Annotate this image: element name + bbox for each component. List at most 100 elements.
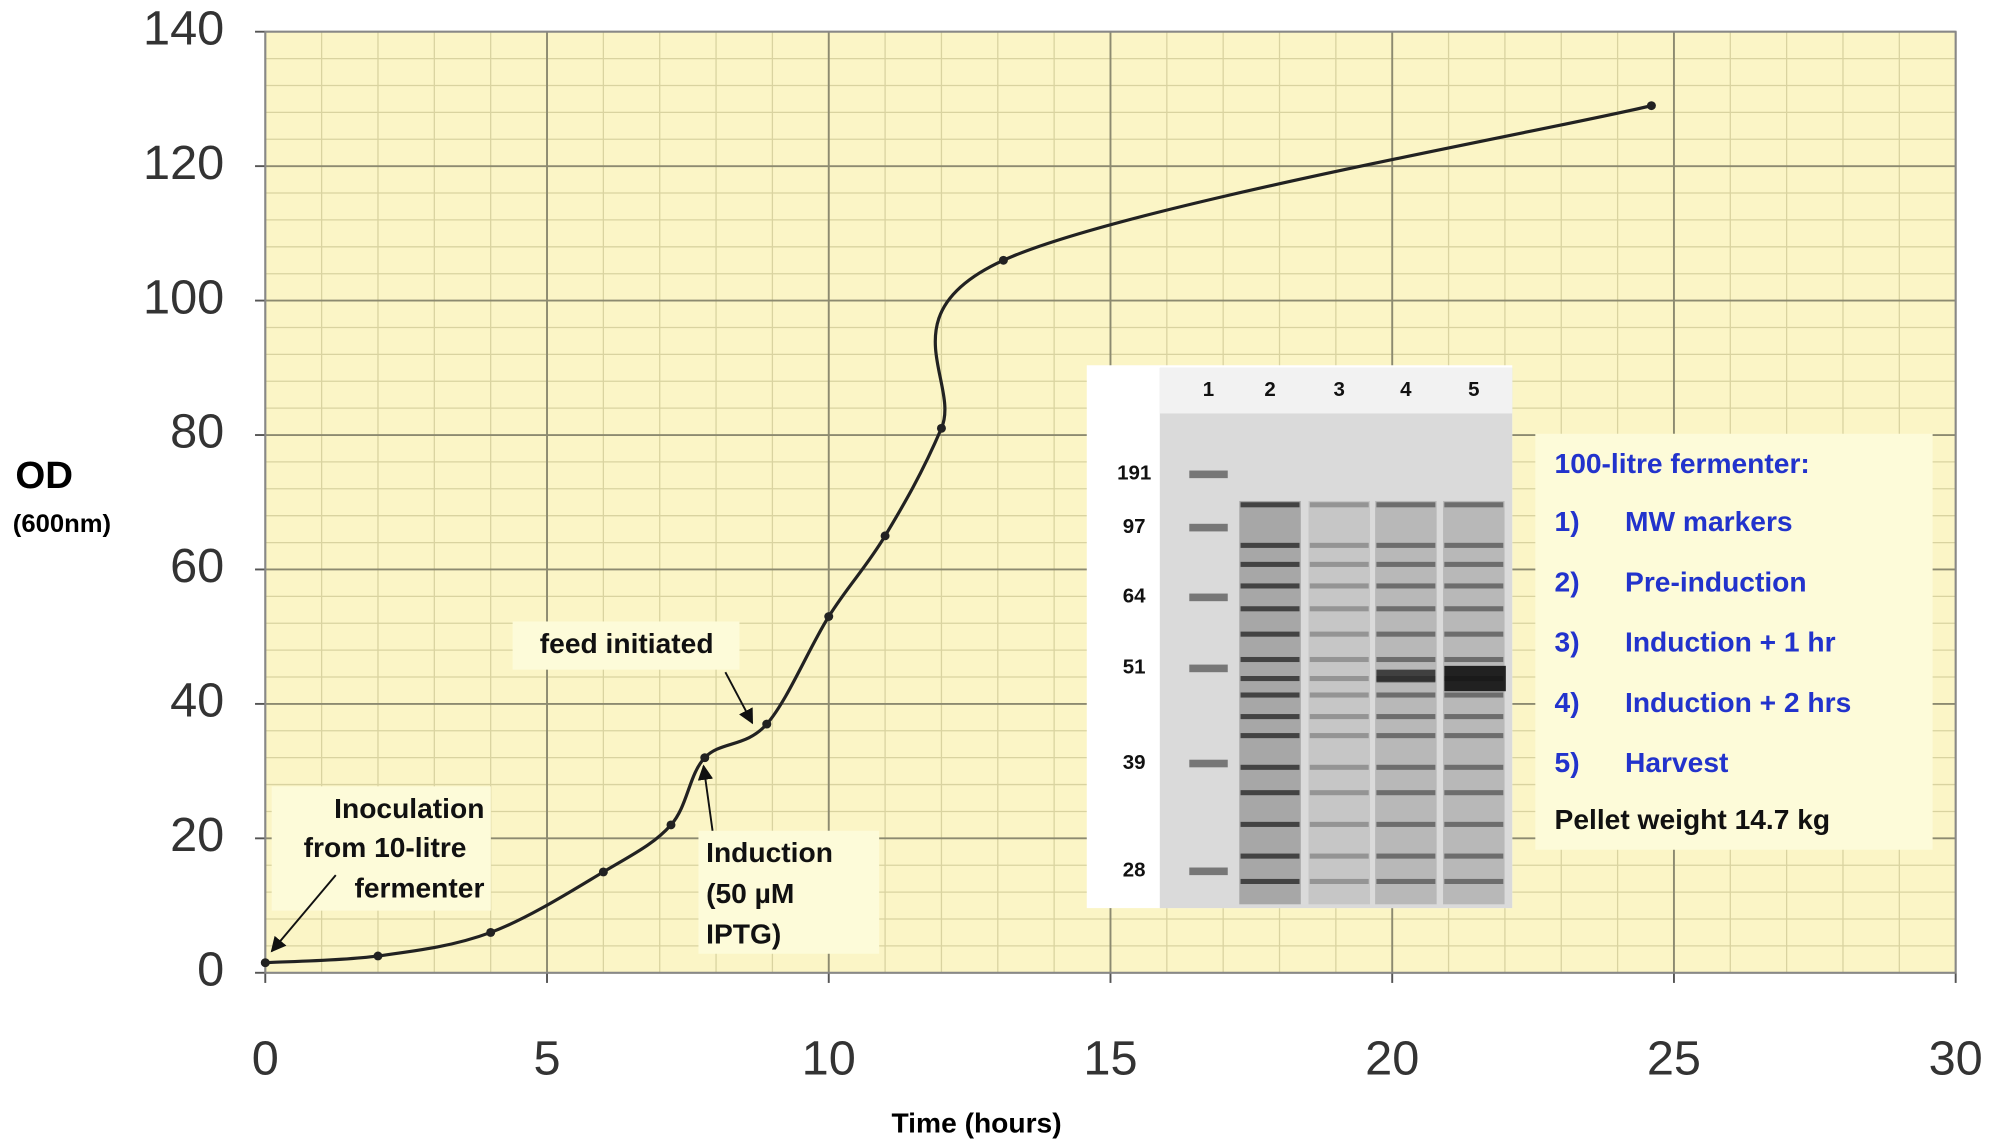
y-tick-label: 20 <box>170 808 224 862</box>
gel-band <box>1310 714 1369 719</box>
x-tick-label: 10 <box>802 1032 856 1086</box>
annotation: from 10-litre <box>304 832 467 863</box>
y-tick-label: 40 <box>170 674 224 728</box>
gel-band <box>1189 471 1227 479</box>
gel-band <box>1376 733 1435 738</box>
gel-band <box>1444 666 1506 691</box>
gel-band <box>1310 583 1369 588</box>
gel-band <box>1241 879 1300 884</box>
annotation: Inoculation <box>334 793 484 824</box>
gel-band <box>1444 879 1503 884</box>
gel-band <box>1376 632 1435 637</box>
y-tick-label: 100 <box>143 271 224 325</box>
annotation: fermenter <box>354 873 484 904</box>
y-tick-label: 140 <box>143 2 224 56</box>
gel-band <box>1241 714 1300 719</box>
gel-band <box>1310 676 1369 681</box>
gel-band <box>1241 765 1300 770</box>
gel-band <box>1310 632 1369 637</box>
gel-band <box>1310 606 1369 611</box>
gel-lane-label: 5 <box>1468 379 1479 401</box>
gel-band <box>1241 790 1300 795</box>
data-point <box>937 424 946 433</box>
gel-band <box>1444 765 1503 770</box>
gel-band <box>1376 879 1435 884</box>
gel-band <box>1189 524 1227 532</box>
annotation: feed initiated <box>540 628 714 659</box>
gel-marker-label: 64 <box>1123 586 1146 608</box>
y-axis-subtitle: (600nm) <box>13 510 111 538</box>
gel-band <box>1241 676 1300 681</box>
data-point <box>824 612 833 621</box>
data-point <box>486 928 495 937</box>
y-tick-label: 120 <box>143 136 224 190</box>
data-point <box>762 720 771 729</box>
gel-band <box>1241 543 1300 548</box>
y-tick-label: 0 <box>197 943 224 997</box>
data-point <box>999 256 1008 265</box>
gel-marker-label: 39 <box>1123 752 1146 774</box>
gel-band <box>1376 854 1435 859</box>
gel-band <box>1376 606 1435 611</box>
gel-band <box>1376 692 1435 697</box>
gel-band <box>1241 583 1300 588</box>
gel-band <box>1310 822 1369 827</box>
data-point <box>666 820 675 829</box>
legend-label: Induction + 2 hrs <box>1625 687 1851 718</box>
data-point <box>373 952 382 961</box>
gel-lane-label: 2 <box>1264 379 1275 401</box>
gel-band <box>1310 562 1369 567</box>
chart: 051015202530020406080100120140 OD (600nm… <box>0 0 1989 1144</box>
gel-lane-label: 1 <box>1203 379 1214 401</box>
gel-band <box>1444 714 1503 719</box>
data-point <box>261 958 270 967</box>
annotation: Induction <box>706 837 833 868</box>
gel-marker-label: 191 <box>1117 463 1151 485</box>
x-tick-label: 15 <box>1083 1032 1137 1086</box>
gel-marker-label: 97 <box>1123 516 1146 538</box>
gel-band <box>1444 543 1503 548</box>
x-tick-label: 25 <box>1647 1032 1701 1086</box>
data-point <box>881 531 890 540</box>
gel-band <box>1376 670 1435 683</box>
gel-band <box>1241 692 1300 697</box>
gel-band <box>1444 606 1503 611</box>
gel-band <box>1310 879 1369 884</box>
gel-band <box>1310 502 1369 507</box>
gel-band <box>1444 583 1503 588</box>
gel-band <box>1444 502 1503 507</box>
gel-band <box>1310 692 1369 697</box>
data-point <box>1647 101 1656 110</box>
legend-footer: Pellet weight 14.7 kg <box>1555 804 1831 835</box>
gel-band <box>1241 854 1300 859</box>
gel-band <box>1189 665 1227 673</box>
gel-band <box>1241 733 1300 738</box>
legend-label: Harvest <box>1625 747 1728 778</box>
gel-band <box>1376 822 1435 827</box>
x-tick-label: 20 <box>1365 1032 1419 1086</box>
gel-band <box>1376 583 1435 588</box>
annotation: (50 µM <box>706 878 794 909</box>
data-point <box>700 753 709 762</box>
gel-band <box>1376 790 1435 795</box>
legend-number: 3) <box>1555 627 1580 658</box>
gel-lane <box>1375 501 1437 904</box>
gel-band <box>1376 562 1435 567</box>
legend-number: 4) <box>1555 687 1580 718</box>
gel-band <box>1310 765 1369 770</box>
gel-band <box>1376 765 1435 770</box>
x-tick-label: 5 <box>533 1032 560 1086</box>
y-tick-label: 60 <box>170 539 224 593</box>
gel-band <box>1376 657 1435 662</box>
gel-lane-label: 3 <box>1334 379 1345 401</box>
gel-band <box>1376 714 1435 719</box>
gel-lane <box>1308 501 1370 904</box>
gel-lane <box>1239 501 1301 904</box>
legend-number: 2) <box>1555 567 1580 598</box>
gel-band <box>1241 632 1300 637</box>
legend-label: Pre-induction <box>1625 567 1807 598</box>
data-point <box>599 868 608 877</box>
gel-band <box>1444 790 1503 795</box>
gel-band <box>1241 562 1300 567</box>
gel-marker-label: 28 <box>1123 860 1146 882</box>
